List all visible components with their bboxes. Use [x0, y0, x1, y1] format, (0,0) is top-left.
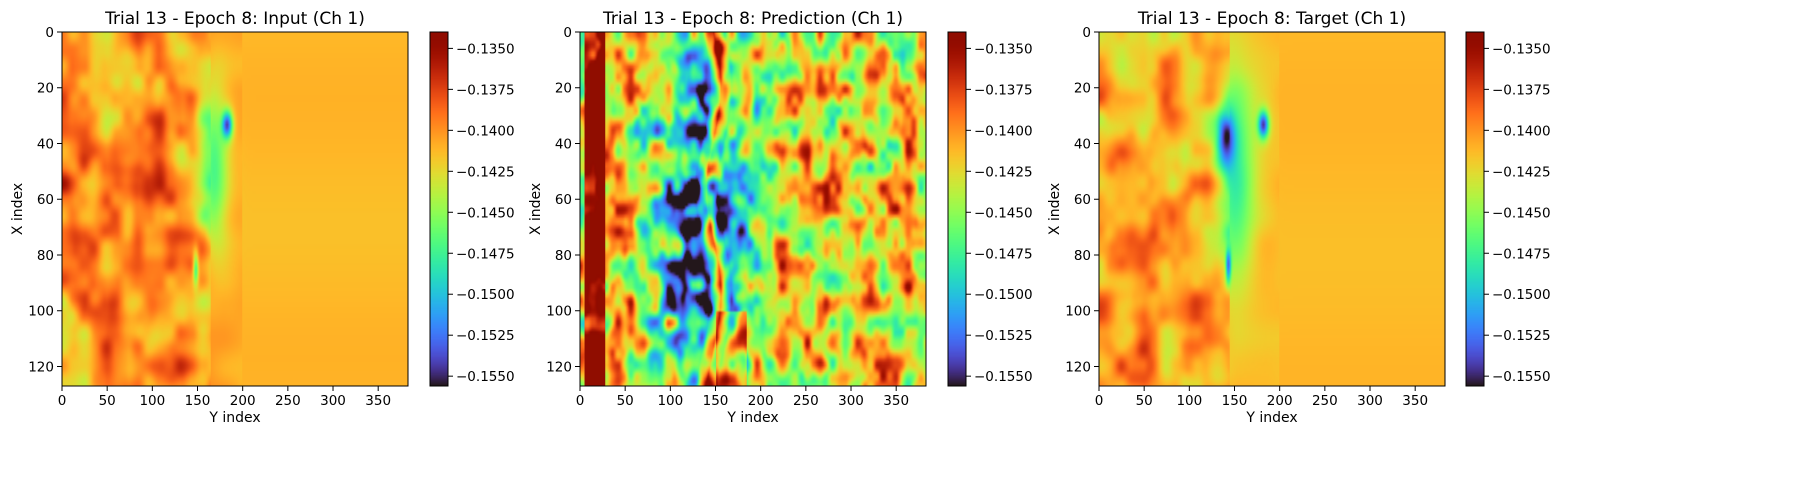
- x-tick-label: 0: [1095, 393, 1104, 409]
- y-axis-label: X index: [528, 183, 544, 235]
- y-tick-label: 40: [1074, 136, 1091, 152]
- y-tick-label: 20: [1074, 81, 1091, 97]
- y-tick-label: 80: [1074, 248, 1091, 264]
- y-tick-label: 120: [28, 359, 54, 375]
- y-tick-label: 60: [1074, 192, 1091, 208]
- panel-prediction: Trial 13 - Epoch 8: Prediction (Ch 1) 0 50…: [528, 9, 1033, 426]
- colorbar-tick-label: −0.1375: [1492, 82, 1551, 98]
- colorbar-tick-label: −0.1450: [1492, 205, 1551, 221]
- x-tick-label: 50: [99, 393, 116, 409]
- x-tick-label: 100: [139, 393, 165, 409]
- colorbar-tick-label: −0.1375: [456, 82, 515, 98]
- colorbar-tick-label: −0.1525: [974, 328, 1033, 344]
- x-tick-label: 0: [58, 393, 67, 409]
- x-tick-label: 200: [748, 393, 774, 409]
- x-tick-label: 350: [883, 393, 909, 409]
- plot-frame: [1098, 31, 1446, 387]
- x-tick-label: 300: [1357, 393, 1383, 409]
- colorbar-tick-label: −0.1525: [1492, 328, 1551, 344]
- colorbar-tick-label: −0.1475: [456, 246, 515, 262]
- x-tick-label: 250: [275, 393, 301, 409]
- panel-target: Trial 13 - Epoch 8: Target (Ch 1) 0 50 100 1…: [1047, 9, 1551, 426]
- y-tick-label: 0: [1082, 25, 1091, 41]
- colorbar-tick-label: −0.1425: [974, 164, 1033, 180]
- colorbar-gradient: [948, 32, 966, 386]
- y-axis-label: X index: [1047, 183, 1063, 235]
- colorbar-tick-label: −0.1525: [456, 328, 515, 344]
- y-tick-label: 100: [1065, 304, 1091, 320]
- x-tick-label: 50: [1136, 393, 1153, 409]
- heatmap-image: [580, 32, 926, 386]
- y-tick-label: 0: [563, 25, 572, 41]
- colorbar-tick-label: −0.1350: [974, 41, 1033, 57]
- colorbar-tick-label: −0.1500: [1492, 287, 1551, 303]
- colorbar-tick-label: −0.1550: [456, 369, 515, 385]
- x-axis-label: Y index: [726, 410, 778, 426]
- colorbar-tick-label: −0.1425: [456, 164, 515, 180]
- y-tick-label: 100: [28, 304, 54, 320]
- chart-title: Trial 13 - Epoch 8: Prediction (Ch 1): [602, 9, 903, 29]
- x-tick-label: 350: [365, 393, 391, 409]
- colorbar-tick-label: −0.1350: [1492, 41, 1551, 57]
- colorbar-tick-label: −0.1550: [974, 369, 1033, 385]
- colorbar-tick-label: −0.1350: [456, 41, 515, 57]
- y-tick-label: 120: [546, 359, 572, 375]
- y-tick-label: 60: [555, 192, 572, 208]
- x-tick-label: 150: [703, 393, 729, 409]
- chart-title: Trial 13 - Epoch 8: Input (Ch 1): [104, 9, 365, 29]
- x-axis-label: Y index: [208, 410, 260, 426]
- x-axis-label: Y index: [1245, 410, 1297, 426]
- y-tick-label: 40: [37, 136, 54, 152]
- heatmap-image: [62, 32, 408, 386]
- colorbar-tick-label: −0.1425: [1492, 164, 1551, 180]
- plot-frame: [61, 31, 409, 387]
- chart-title: Trial 13 - Epoch 8: Target (Ch 1): [1137, 9, 1406, 29]
- y-tick-label: 0: [45, 25, 54, 41]
- colorbar-tick-label: −0.1450: [974, 205, 1033, 221]
- y-axis-label: X index: [10, 183, 26, 235]
- colorbar-tick-label: −0.1500: [974, 287, 1033, 303]
- x-tick-label: 150: [1222, 393, 1248, 409]
- colorbar-frame: [947, 31, 967, 387]
- colorbar-tick-label: −0.1400: [1492, 123, 1551, 139]
- x-tick-label: 100: [657, 393, 683, 409]
- colorbar-tick-label: −0.1450: [456, 205, 515, 221]
- x-tick-label: 250: [793, 393, 819, 409]
- x-tick-label: 300: [320, 393, 346, 409]
- plot-frame: [579, 31, 927, 387]
- colorbar-gradient: [430, 32, 448, 386]
- heatmap-image: [1099, 32, 1445, 386]
- panel-input: Trial 13 - Epoch 8: Input (Ch 1) 0 50 100 15…: [10, 9, 515, 426]
- x-tick-label: 250: [1312, 393, 1338, 409]
- x-tick-label: 300: [838, 393, 864, 409]
- x-tick-label: 350: [1402, 393, 1428, 409]
- y-tick-label: 100: [546, 304, 572, 320]
- x-tick-label: 50: [617, 393, 634, 409]
- x-tick-label: 0: [576, 393, 585, 409]
- y-tick-label: 120: [1065, 359, 1091, 375]
- y-tick-label: 80: [37, 248, 54, 264]
- colorbar-tick-label: −0.1550: [1492, 369, 1551, 385]
- y-tick-label: 40: [555, 136, 572, 152]
- colorbar-frame: [1465, 31, 1485, 387]
- colorbar-tick-label: −0.1400: [456, 123, 515, 139]
- x-tick-label: 150: [185, 393, 211, 409]
- colorbar-frame: [429, 31, 449, 387]
- y-tick-label: 20: [37, 81, 54, 97]
- y-tick-label: 80: [555, 248, 572, 264]
- colorbar-tick-label: −0.1500: [456, 287, 515, 303]
- x-tick-label: 200: [230, 393, 256, 409]
- colorbar-tick-label: −0.1475: [974, 246, 1033, 262]
- x-tick-label: 100: [1176, 393, 1202, 409]
- y-tick-label: 60: [37, 192, 54, 208]
- y-tick-label: 20: [555, 81, 572, 97]
- colorbar-tick-label: −0.1375: [974, 82, 1033, 98]
- colorbar-tick-label: −0.1400: [974, 123, 1033, 139]
- colorbar-tick-label: −0.1475: [1492, 246, 1551, 262]
- x-tick-label: 200: [1267, 393, 1293, 409]
- colorbar-gradient: [1466, 32, 1484, 386]
